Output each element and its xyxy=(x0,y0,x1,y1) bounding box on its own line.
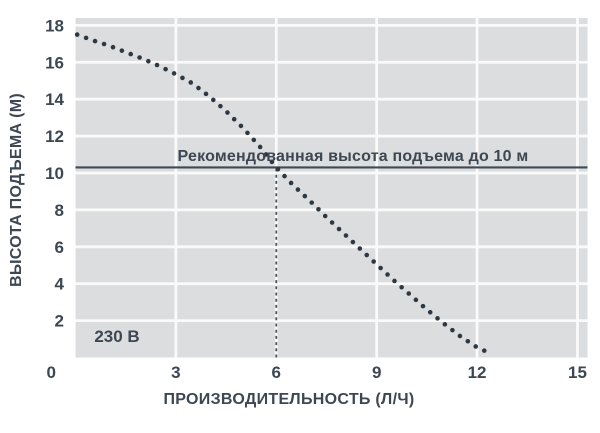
curve-dot xyxy=(171,71,177,76)
curve-dot xyxy=(74,32,80,37)
curve-dot xyxy=(392,278,397,284)
curve-dot xyxy=(154,62,160,68)
curve-dot xyxy=(92,38,98,44)
curve-dot xyxy=(203,91,209,97)
plot-area xyxy=(74,18,588,358)
curve-dot xyxy=(119,48,125,53)
voltage-badge: 230 В xyxy=(94,327,139,346)
curve-dot xyxy=(218,103,223,109)
x-axis-title: ПРОИЗВОДИТЕЛЬНОСТЬ (Л/Ч) xyxy=(163,391,414,408)
curve-dot xyxy=(336,226,342,232)
curve-dot xyxy=(316,207,321,212)
curve-dot xyxy=(110,44,116,50)
reference-line-label: Рекомендованная высота подъема до 10 м xyxy=(178,148,529,165)
curve-dot xyxy=(251,137,257,143)
curve-dot xyxy=(457,333,463,339)
x-axis-tick-labels: 3 6 9 12 15 xyxy=(171,363,587,382)
x-tick-label: 9 xyxy=(372,363,381,382)
y-tick-label: 6 xyxy=(55,238,64,257)
curve-dot xyxy=(83,35,89,41)
curve-dot xyxy=(364,252,370,258)
curve-dot xyxy=(413,297,419,303)
curve-dot xyxy=(269,159,275,165)
curve-dot xyxy=(442,322,448,327)
curve-dot xyxy=(128,51,134,57)
curve-dot xyxy=(435,316,440,321)
curve-dot xyxy=(357,246,363,251)
curve-dot xyxy=(180,75,185,81)
curve-dot xyxy=(371,259,376,264)
curve-dot xyxy=(329,220,335,225)
curve-dot xyxy=(465,338,471,344)
y-tick-label: 12 xyxy=(45,127,64,146)
pump-curve-dotted xyxy=(74,32,487,353)
curve-dot xyxy=(245,130,250,136)
curve-dot xyxy=(322,213,328,219)
y-axis-title: ВЫСОТА ПОДЪЕМА (М) xyxy=(8,93,25,287)
curve-dot xyxy=(343,233,349,238)
curve-dot xyxy=(302,193,308,199)
plot-background xyxy=(75,18,588,358)
curve-dot xyxy=(399,284,404,290)
curve-dot xyxy=(481,348,487,353)
curve-dot xyxy=(163,66,168,72)
y-axis-tick-labels: 2 4 6 8 10 12 14 16 18 xyxy=(45,16,64,330)
curve-dot xyxy=(196,85,201,91)
curve-dot xyxy=(231,116,237,122)
y-tick-label: 8 xyxy=(55,201,64,220)
y-tick-label: 4 xyxy=(55,275,65,294)
curve-dot xyxy=(188,80,194,85)
curve-dot xyxy=(225,110,230,115)
curve-dot xyxy=(210,97,216,103)
curve-dot xyxy=(406,291,412,296)
y-tick-label: 2 xyxy=(55,312,64,331)
curve-dot xyxy=(350,239,356,245)
curve-dot xyxy=(275,166,281,172)
curve-dot xyxy=(238,123,244,129)
curve-dot xyxy=(282,173,287,179)
curve-dot xyxy=(420,303,426,309)
x-tick-label: 12 xyxy=(468,363,487,382)
curve-dot xyxy=(263,152,269,157)
curve-dot xyxy=(427,309,433,315)
curve-dot xyxy=(378,265,383,271)
y-tick-label: 14 xyxy=(45,90,64,109)
x-tick-label: 6 xyxy=(272,363,281,382)
y-tick-label: 18 xyxy=(45,16,64,35)
x-tick-label: 15 xyxy=(568,363,587,382)
curve-dot xyxy=(295,187,301,192)
curve-dot xyxy=(309,200,315,205)
y-tick-label: 16 xyxy=(45,53,64,72)
curve-dot xyxy=(137,55,142,60)
origin-tick-label: 0 xyxy=(47,363,56,382)
curve-dot xyxy=(257,144,263,150)
curve-dot xyxy=(146,58,151,64)
x-tick-label: 3 xyxy=(171,363,180,382)
curve-dot xyxy=(473,344,479,349)
y-tick-label: 10 xyxy=(45,164,64,183)
curve-dot xyxy=(288,180,294,186)
curve-dot xyxy=(385,272,390,277)
curve-dot xyxy=(450,327,455,333)
curve-dot xyxy=(101,41,107,47)
